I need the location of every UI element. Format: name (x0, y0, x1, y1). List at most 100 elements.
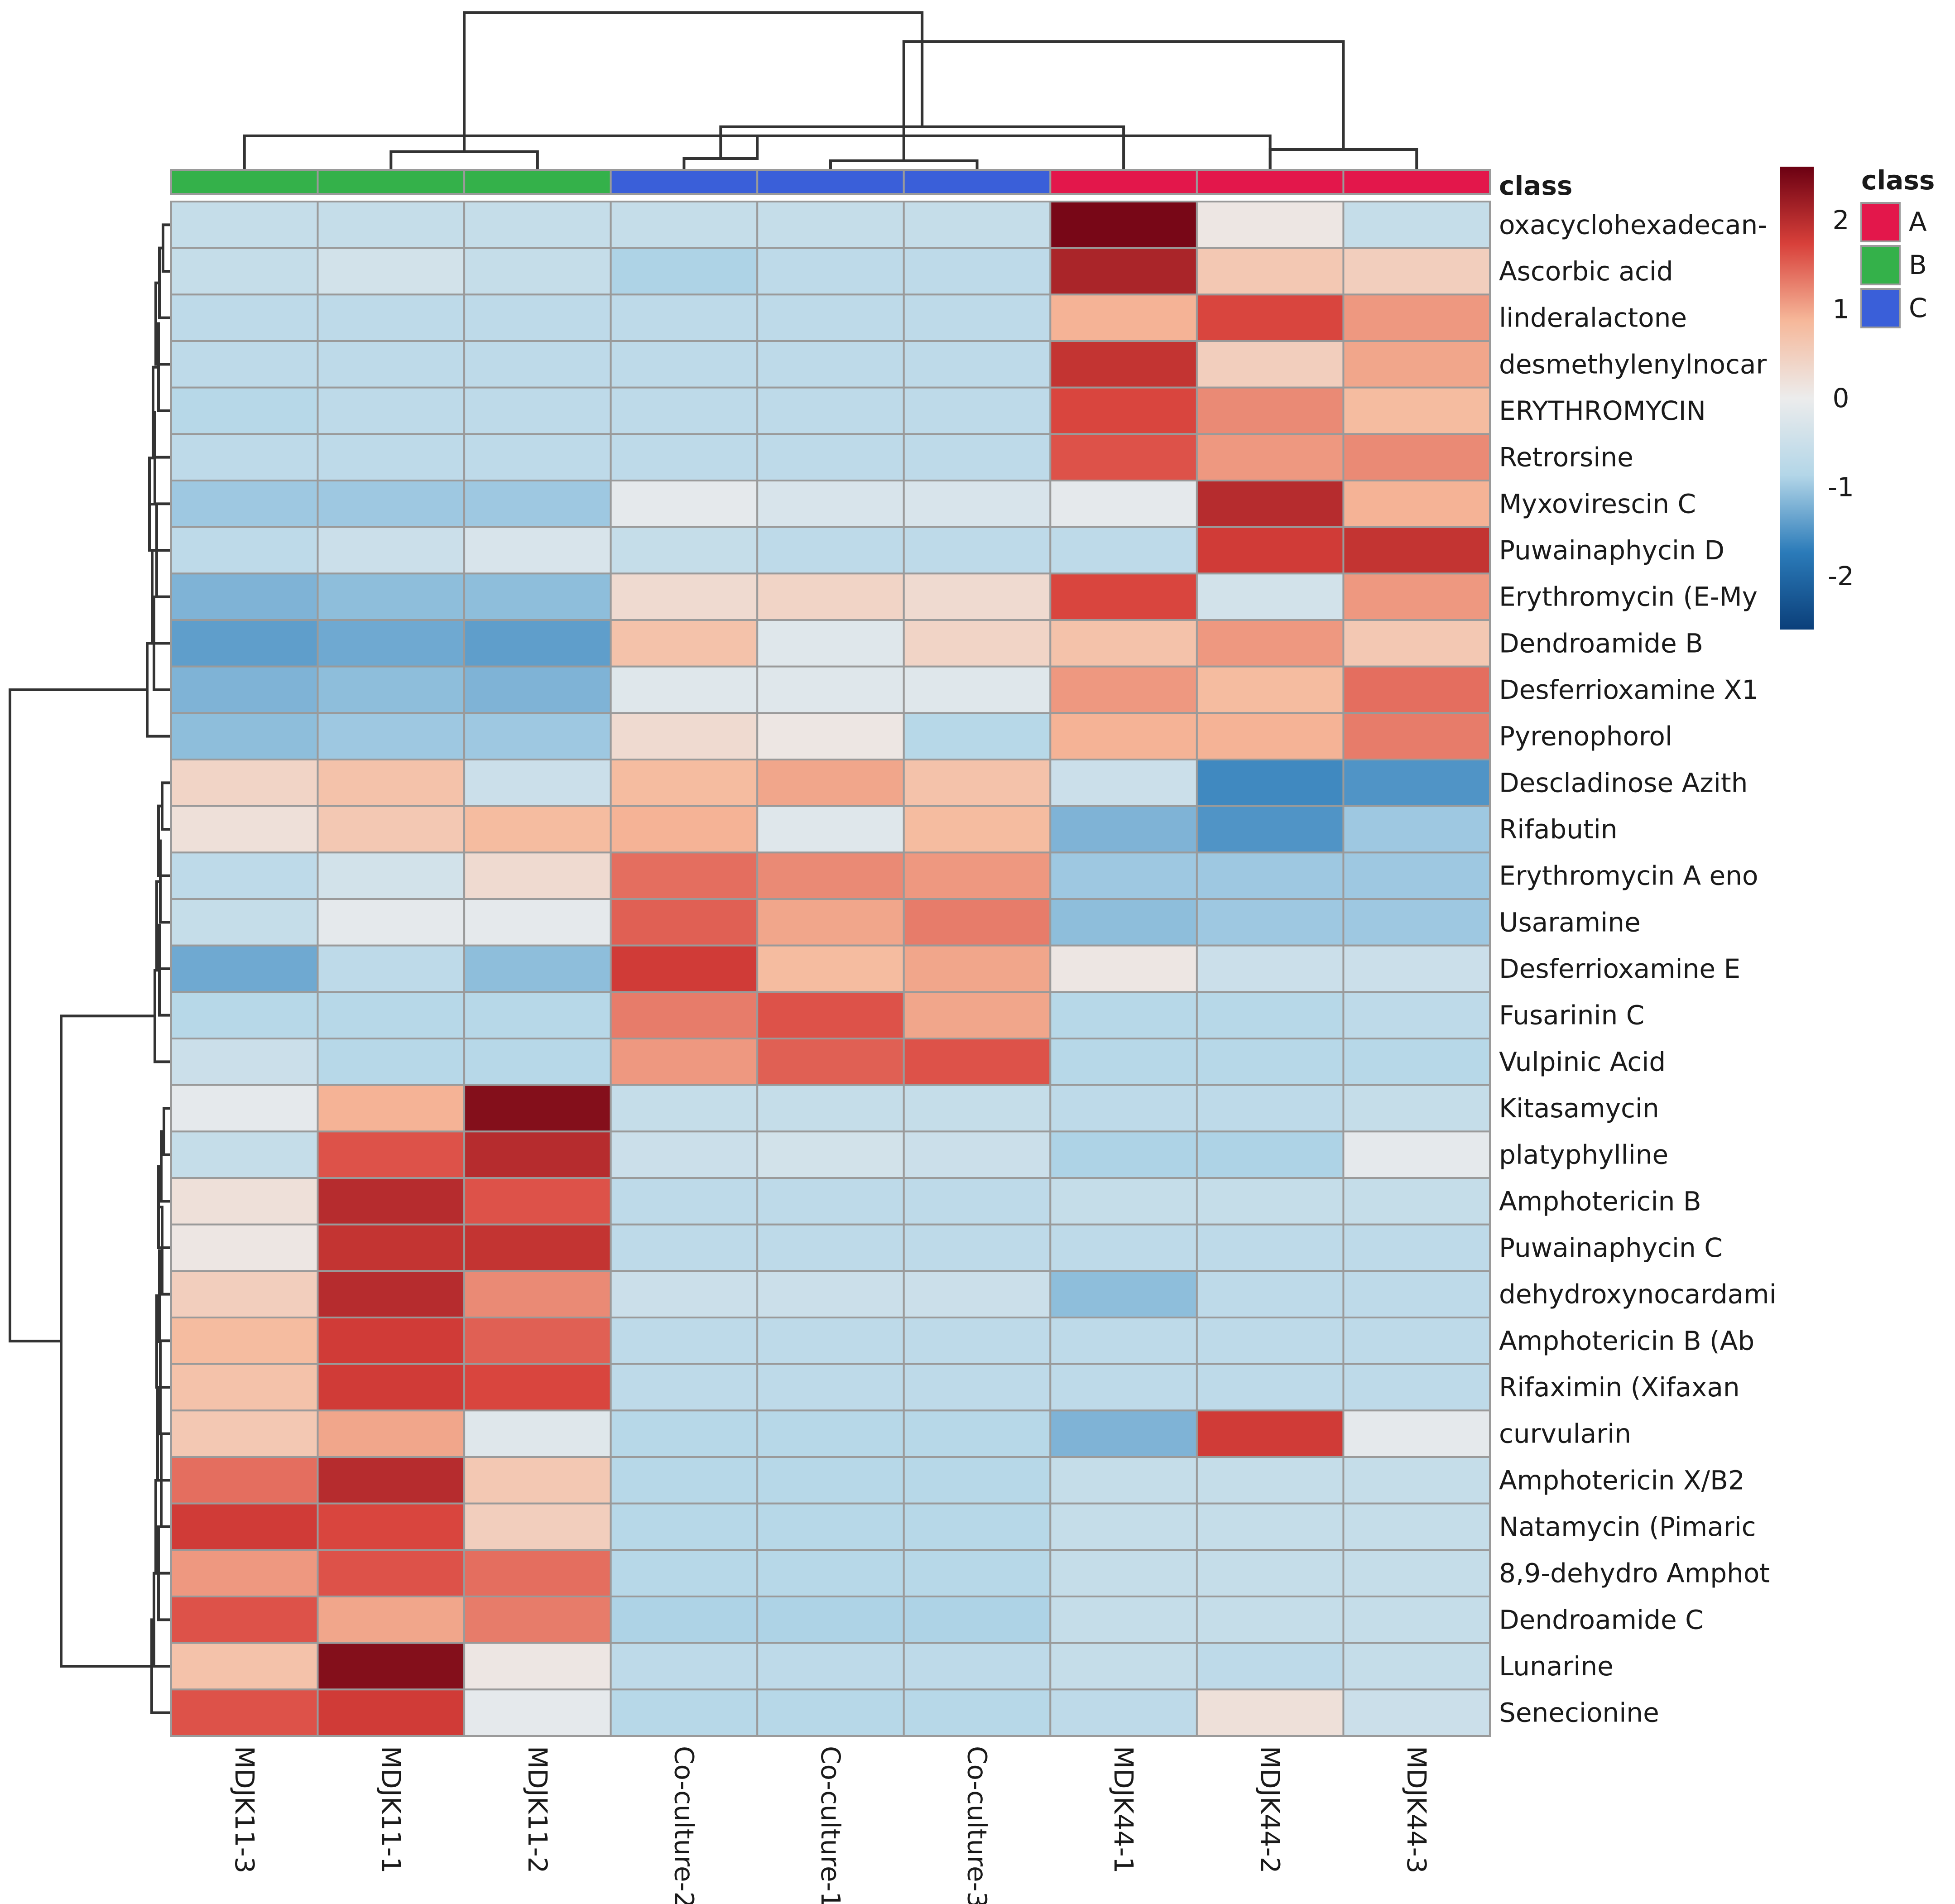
heatmap-cell-22-2 (463, 1223, 612, 1272)
heatmap-cell-1-8 (1342, 247, 1491, 296)
color-scale-tick: -1 (1828, 472, 1854, 503)
heatmap-cell-6-6 (1049, 480, 1198, 528)
heatmap-cells (170, 201, 1491, 1737)
heatmap-cell-28-5 (903, 1502, 1052, 1551)
heatmap-cell-6-2 (463, 480, 612, 528)
heatmap-cell-21-5 (903, 1177, 1052, 1226)
heatmap-cell-30-2 (463, 1596, 612, 1644)
heatmap-cell-29-4 (756, 1549, 905, 1597)
heatmap-cell-28-2 (463, 1502, 612, 1551)
row-label: Fusarinin C (1499, 1000, 1644, 1031)
heatmap-cell-32-4 (756, 1688, 905, 1737)
heatmap-cell-23-3 (610, 1270, 759, 1318)
heatmap-cell-27-1 (317, 1456, 466, 1505)
heatmap-cell-8-8 (1342, 572, 1491, 621)
heatmap-cell-0-2 (463, 201, 612, 249)
heatmap-cell-20-2 (463, 1130, 612, 1179)
heatmap-cell-14-8 (1342, 851, 1491, 900)
row-label: Amphotericin X/B2 (1499, 1465, 1745, 1495)
heatmap-cell-23-4 (756, 1270, 905, 1318)
heatmap-cell-5-7 (1196, 433, 1345, 481)
heatmap-cell-2-5 (903, 293, 1052, 342)
heatmap-cell-11-4 (756, 712, 905, 761)
heatmap-cell-21-8 (1342, 1177, 1491, 1226)
heatmap-cell-15-0 (170, 898, 319, 947)
heatmap-cell-26-1 (317, 1409, 466, 1458)
heatmap-cell-27-6 (1049, 1456, 1198, 1505)
heatmap-cell-19-3 (610, 1084, 759, 1133)
heatmap-cell-0-3 (610, 201, 759, 249)
row-dendrogram (9, 223, 171, 1714)
heatmap-cell-14-0 (170, 851, 319, 900)
heatmap-cell-6-7 (1196, 480, 1345, 528)
heatmap-cell-3-8 (1342, 340, 1491, 389)
heatmap-cell-25-0 (170, 1363, 319, 1412)
heatmap-cell-20-6 (1049, 1130, 1198, 1179)
heatmap-cell-4-6 (1049, 386, 1198, 435)
row-label: oxacyclohexadecan- (1499, 209, 1767, 240)
heatmap-cell-5-5 (903, 433, 1052, 481)
heatmap-cell-0-4 (756, 201, 905, 249)
heatmap-cell-7-1 (317, 526, 466, 575)
class-legend-items: ABC (1860, 202, 1927, 328)
class-bar-segment-4 (756, 169, 905, 195)
row-dendrogram-branch (161, 781, 171, 831)
heatmap-cell-4-3 (610, 386, 759, 435)
heatmap-cell-13-5 (903, 805, 1052, 854)
column-label: Co-culture-2 (668, 1746, 699, 1904)
heatmap-cell-16-8 (1342, 944, 1491, 993)
heatmap-cell-28-0 (170, 1502, 319, 1551)
heatmap-cell-6-4 (756, 480, 905, 528)
row-dendrogram-branch (162, 223, 171, 273)
heatmap-cell-1-7 (1196, 247, 1345, 296)
column-label: MDJK11-2 (522, 1746, 553, 1873)
column-dendrogram (243, 11, 1418, 194)
heatmap-cell-9-7 (1196, 619, 1345, 668)
heatmap-cell-2-0 (170, 293, 319, 342)
heatmap-cell-32-6 (1049, 1688, 1198, 1737)
heatmap-cell-21-6 (1049, 1177, 1198, 1226)
heatmap-cell-17-8 (1342, 991, 1491, 1039)
class-bar-segment-6 (1049, 169, 1198, 195)
heatmap-cell-26-8 (1342, 1409, 1491, 1458)
class-legend: class ABC (1860, 165, 1935, 328)
row-label: Descladinose Azith (1499, 767, 1748, 798)
row-dendrogram-branch (159, 839, 171, 924)
heatmap-cell-6-8 (1342, 480, 1491, 528)
heatmap-cell-8-3 (610, 572, 759, 621)
heatmap-cell-4-2 (463, 386, 612, 435)
heatmap-cell-25-4 (756, 1363, 905, 1412)
heatmap-cell-18-0 (170, 1038, 319, 1086)
column-labels: MDJK11-3 MDJK11-1 MDJK11-2 Co-culture-2 Co-c… (229, 1746, 1432, 1904)
heatmap-cell-12-3 (610, 759, 759, 807)
heatmap-cell-18-4 (756, 1038, 905, 1086)
heatmap-cell-26-6 (1049, 1409, 1198, 1458)
row-label: 8,9-dehydro Amphot (1499, 1558, 1770, 1589)
heatmap-cell-4-8 (1342, 386, 1491, 435)
heatmap-cell-30-5 (903, 1596, 1052, 1644)
row-label: platyphylline (1499, 1140, 1668, 1170)
heatmap-cell-20-7 (1196, 1130, 1345, 1179)
heatmap-cell-23-6 (1049, 1270, 1198, 1318)
heatmap-cell-4-7 (1196, 386, 1345, 435)
row-label: curvularin (1499, 1418, 1631, 1449)
heatmap-cell-26-3 (610, 1409, 759, 1458)
color-scale-bar (1780, 167, 1814, 630)
heatmap-cell-23-5 (903, 1270, 1052, 1318)
heatmap-cell-25-1 (317, 1363, 466, 1412)
color-scale-tick: 0 (1833, 383, 1849, 413)
heatmap-cell-10-0 (170, 665, 319, 714)
heatmap-cell-15-5 (903, 898, 1052, 947)
heatmap-cell-13-7 (1196, 805, 1345, 854)
heatmap-cell-1-3 (610, 247, 759, 296)
heatmap-cell-10-6 (1049, 665, 1198, 714)
heatmap-cell-1-6 (1049, 247, 1198, 296)
heatmap-cell-25-8 (1342, 1363, 1491, 1412)
heatmap-cell-11-7 (1196, 712, 1345, 761)
row-label: Lunarine (1499, 1651, 1614, 1682)
heatmap-cell-17-3 (610, 991, 759, 1039)
heatmap-cell-10-8 (1342, 665, 1491, 714)
heatmap-cell-26-2 (463, 1409, 612, 1458)
heatmap-cell-16-2 (463, 944, 612, 993)
heatmap-cell-26-5 (903, 1409, 1052, 1458)
